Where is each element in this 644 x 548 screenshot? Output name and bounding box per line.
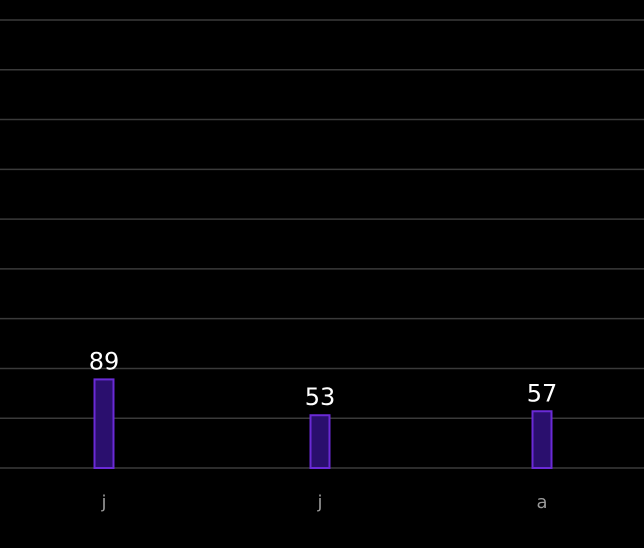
x-tick-label: j — [316, 492, 322, 513]
data-label: 53 — [305, 383, 336, 411]
x-tick-label: a — [536, 492, 547, 513]
x-tick-label: j — [100, 492, 106, 513]
bar — [93, 378, 115, 470]
data-label: 57 — [527, 379, 558, 407]
data-label: 89 — [89, 347, 120, 375]
bar — [309, 414, 331, 470]
bar — [531, 410, 553, 469]
